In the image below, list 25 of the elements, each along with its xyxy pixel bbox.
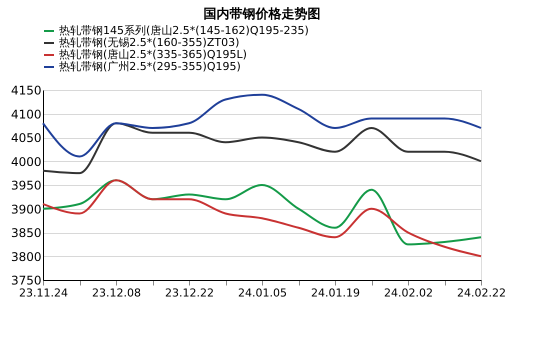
- y-tick-label: 3750: [10, 274, 42, 288]
- line-series: [42, 94, 482, 158]
- line-series: [42, 179, 482, 246]
- x-tick-label: 24.01.05: [238, 286, 287, 300]
- y-tick-label: 3850: [10, 226, 42, 240]
- y-tick-label: 4100: [10, 107, 42, 122]
- x-tick-label: 23.12.08: [92, 286, 141, 300]
- x-tick-label: 24.02.02: [384, 286, 433, 300]
- y-tick-label: 3800: [10, 250, 42, 264]
- legend-label: 热轧带钢(广州2.5*(295-355)Q195): [59, 60, 241, 73]
- x-tick-label: 23.12.22: [165, 286, 214, 300]
- y-tick-label: 4000: [10, 154, 42, 169]
- line-series: [42, 122, 482, 174]
- legend-label: 热轧带钢(唐山2.5*(335-365)Q195L): [59, 48, 247, 61]
- x-tick-label: 23.11.24: [19, 286, 68, 300]
- legend-label: 热轧带钢145系列(唐山2.5*(145-162)Q195-235): [59, 24, 309, 37]
- x-tick-label: 24.02.22: [457, 286, 506, 300]
- legend-label: 热轧带钢(无锡2.5*(160-355)ZT03): [59, 36, 240, 49]
- y-tick-label: 4050: [10, 131, 42, 145]
- line-series: [42, 179, 482, 258]
- chart-title: 国内带钢价格走势图: [204, 6, 320, 22]
- y-tick-label: 3900: [10, 202, 42, 216]
- x-tick-label: 24.01.19: [311, 286, 360, 300]
- y-tick-label: 3950: [10, 178, 42, 192]
- y-tick-label: 4150: [10, 84, 42, 98]
